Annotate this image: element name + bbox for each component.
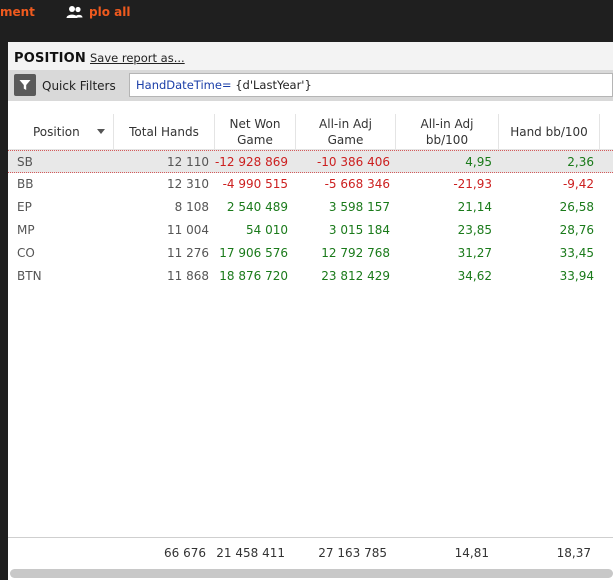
tab-user-plo-all[interactable]: plo all	[66, 5, 130, 19]
left-edge	[0, 33, 8, 580]
table-row[interactable]: BB 12 310 -4 990 515 -5 668 346 -21,93 -…	[8, 173, 613, 196]
total-net-won-game: 21 458 411	[216, 546, 285, 560]
totals-row: 66 676 21 458 411 27 163 785 14,81 18,37	[8, 537, 613, 565]
top-nav-bar: ment plo all	[0, 0, 613, 33]
column-header-label: Net Won Game	[229, 116, 281, 147]
people-icon	[66, 6, 83, 18]
cell-net-won-game: -4 990 515	[222, 177, 288, 191]
cell-position: EP	[17, 200, 32, 214]
cell-hand-bb100: 28,76	[559, 223, 594, 237]
table-row[interactable]: MP 11 004 54 010 3 015 184 23,85 28,76	[8, 219, 613, 242]
caret-down-icon	[97, 129, 105, 134]
cell-allin-adj-game: -5 668 346	[324, 177, 390, 191]
cell-hand-bb100: 2,36	[567, 155, 594, 169]
filter-button[interactable]	[14, 74, 36, 96]
tab-user-label: plo all	[89, 5, 131, 19]
filter-key: HandDateTime=	[136, 78, 232, 92]
report-panel: POSITION Save report as... Quick Filters…	[8, 42, 613, 580]
cell-total-hands: 12 110	[167, 155, 209, 169]
total-hand-bb100: 18,37	[556, 546, 591, 560]
table-row[interactable]: EP 8 108 2 540 489 3 598 157 21,14 26,58	[8, 196, 613, 219]
report-title: POSITION	[14, 51, 87, 66]
total-allin-adj-bb100: 14,81	[454, 546, 489, 560]
cell-total-hands: 11 004	[167, 223, 209, 237]
column-header-total-hands[interactable]: Total Hands	[114, 114, 215, 150]
column-header-extra	[600, 114, 613, 150]
column-header-label: Hand bb/100	[510, 124, 588, 139]
cell-allin-adj-game: -10 386 406	[316, 155, 390, 169]
quick-filter-bar: Quick Filters HandDateTime= {d'LastYear'…	[8, 70, 613, 101]
cell-position: MP	[17, 223, 35, 237]
cell-position: BB	[17, 177, 34, 191]
cell-allin-adj-bb100: -21,93	[453, 177, 492, 191]
save-report-link[interactable]: Save report as...	[90, 51, 185, 65]
cell-allin-adj-game: 3 015 184	[328, 223, 390, 237]
column-header-net-won-game[interactable]: Net Won Game	[215, 114, 296, 150]
cell-total-hands: 12 310	[167, 177, 209, 191]
column-header-label: Total Hands	[129, 124, 199, 139]
cell-net-won-game: 2 540 489	[226, 200, 288, 214]
cell-hand-bb100: 26,58	[559, 200, 594, 214]
table-row[interactable]: BTN 11 868 18 876 720 23 812 429 34,62 3…	[8, 265, 613, 288]
cell-net-won-game: 18 876 720	[219, 269, 288, 283]
total-allin-adj-game: 27 163 785	[318, 546, 387, 560]
cell-allin-adj-bb100: 34,62	[457, 269, 492, 283]
cell-total-hands: 11 276	[167, 246, 209, 260]
cell-position: SB	[17, 155, 33, 169]
cell-allin-adj-game: 3 598 157	[328, 200, 390, 214]
cell-position: CO	[17, 246, 35, 260]
column-header-allin-adj-game[interactable]: All-in Adj Game	[296, 114, 396, 150]
column-header-label: All-in Adj bb/100	[420, 116, 474, 147]
filter-value: {d'LastYear'}	[231, 78, 312, 92]
cell-position: BTN	[17, 269, 42, 283]
cell-allin-adj-bb100: 4,95	[465, 155, 492, 169]
cell-total-hands: 11 868	[167, 269, 209, 283]
table-row[interactable]: SB 12 110 -12 928 869 -10 386 406 4,95 2…	[8, 150, 613, 173]
tab-partial[interactable]: ment	[0, 5, 35, 19]
cell-allin-adj-bb100: 21,14	[457, 200, 492, 214]
cell-net-won-game: 17 906 576	[219, 246, 288, 260]
cell-net-won-game: -12 928 869	[214, 155, 288, 169]
quick-filters-label: Quick Filters	[42, 79, 116, 93]
horizontal-scrollbar[interactable]	[10, 569, 613, 578]
cell-hand-bb100: 33,94	[559, 269, 594, 283]
cell-total-hands: 8 108	[174, 200, 209, 214]
column-header-label: Position	[33, 124, 80, 139]
cell-hand-bb100: 33,45	[559, 246, 594, 260]
funnel-icon	[19, 80, 31, 90]
cell-hand-bb100: -9,42	[562, 177, 594, 191]
report-header: POSITION Save report as...	[8, 42, 613, 70]
column-header-allin-adj-bb100[interactable]: All-in Adj bb/100	[396, 114, 499, 150]
cell-allin-adj-game: 12 792 768	[321, 246, 390, 260]
total-hands-sum: 66 676	[164, 546, 206, 560]
column-header-hand-bb100[interactable]: Hand bb/100	[499, 114, 600, 150]
column-header-label: All-in Adj Game	[319, 116, 372, 147]
cell-allin-adj-game: 23 812 429	[321, 269, 390, 283]
cell-allin-adj-bb100: 23,85	[457, 223, 492, 237]
cell-allin-adj-bb100: 31,27	[457, 246, 492, 260]
cell-net-won-game: 54 010	[246, 223, 288, 237]
filter-expression-input[interactable]: HandDateTime= {d'LastYear'}	[129, 73, 613, 97]
table-row[interactable]: CO 11 276 17 906 576 12 792 768 31,27 33…	[8, 242, 613, 265]
column-header-position[interactable]: Position	[8, 114, 114, 150]
